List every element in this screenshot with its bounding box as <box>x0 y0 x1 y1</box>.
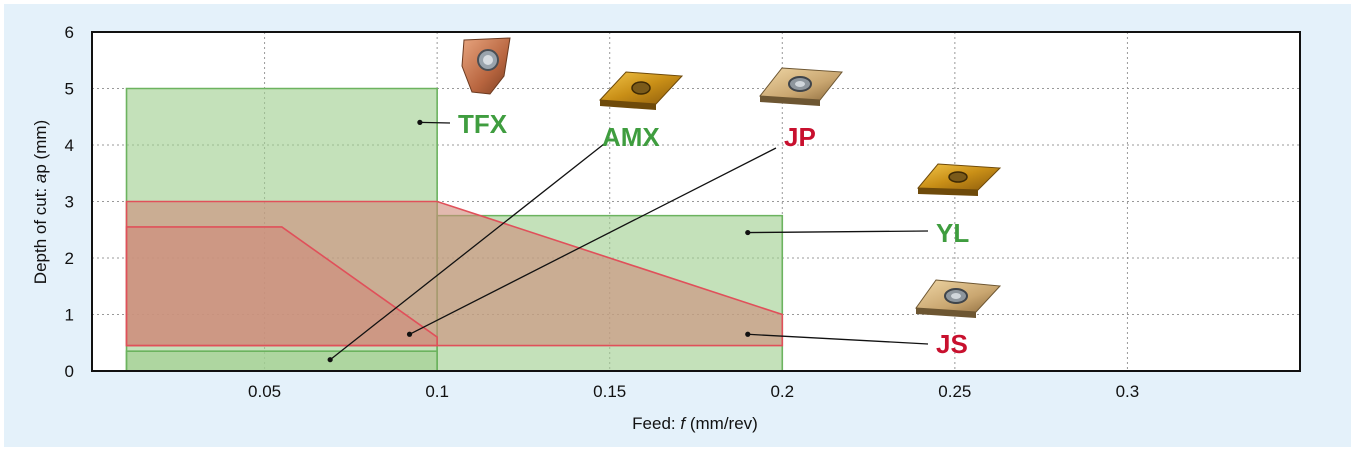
leader-jp <box>409 147 777 335</box>
leader-dot-amx <box>327 357 333 363</box>
y-tick-label: 5 <box>65 80 74 99</box>
label-js: JS <box>936 329 968 359</box>
y-axis-label: Depth of cut: ap (mm) <box>31 120 50 284</box>
y-tick-label: 0 <box>65 362 74 381</box>
leader-yl <box>747 230 929 234</box>
label-yl: YL <box>936 218 969 248</box>
leader-tfx <box>419 121 451 124</box>
y-tick-label: 3 <box>65 193 74 212</box>
y-tick-label: 2 <box>65 249 74 268</box>
regions <box>125 87 784 372</box>
x-tick-label: 0.1 <box>425 382 449 401</box>
region-jp <box>125 226 438 347</box>
label-leaders <box>327 119 929 363</box>
leader-dot-yl <box>745 229 751 236</box>
tfx-insert-icon <box>461 37 511 95</box>
x-tick-label: 0.15 <box>593 382 626 401</box>
region-amx <box>125 350 438 372</box>
leader-js <box>747 333 929 345</box>
js-insert-icon <box>915 279 1002 318</box>
leader-dot-jp <box>406 331 413 337</box>
label-jp: JP <box>784 122 816 152</box>
x-tick-label: 0.05 <box>248 382 281 401</box>
leader-dot-tfx <box>417 119 423 125</box>
y-tick-label: 6 <box>65 23 74 42</box>
yl-insert-icon <box>916 163 1002 196</box>
y-tick-label: 4 <box>65 136 74 155</box>
leader-amx <box>329 143 605 361</box>
leader-dot-js <box>745 331 751 337</box>
label-amx: AMX <box>602 122 660 152</box>
x-tick-labels: 0.05 0.1 0.15 0.2 0.25 0.3 <box>248 382 1139 401</box>
y-tick-labels: 0 1 2 3 4 5 6 <box>65 23 74 381</box>
jp-insert-icon <box>759 67 843 106</box>
region-labels: TFX AMX JP YL JS <box>458 109 969 359</box>
label-tfx: TFX <box>458 109 508 139</box>
x-tick-label: 0.3 <box>1116 382 1140 401</box>
x-tick-label: 0.25 <box>938 382 971 401</box>
x-axis-label: Feed: f (mm/rev) <box>632 414 758 433</box>
y-tick-label: 1 <box>65 306 74 325</box>
x-tick-label: 0.2 <box>770 382 794 401</box>
plot-border <box>91 31 1301 372</box>
amx-insert-icon <box>598 71 684 110</box>
